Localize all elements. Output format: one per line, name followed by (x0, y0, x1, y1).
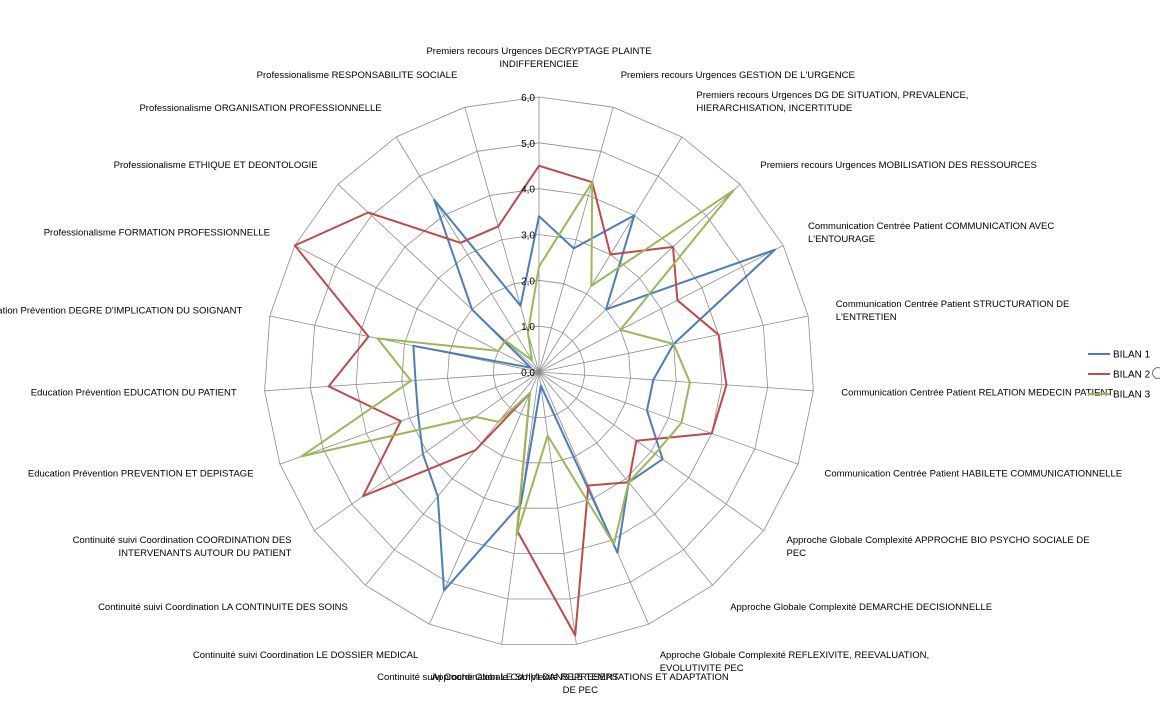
grid-spoke (395, 136, 540, 373)
grid-spoke (365, 371, 540, 586)
category-label: Approche Globale Complexité REFLEXIVITE,… (660, 650, 929, 674)
tick-label: 3,0 (521, 231, 535, 242)
grid-spoke (538, 371, 764, 531)
grid-ring (309, 142, 769, 600)
grid-spoke (538, 371, 814, 392)
grid-ring (264, 96, 814, 645)
category-label: Education Prévention PREVENTION ET DEPIS… (28, 469, 254, 480)
radar-category-labels: Premiers recours Urgences DECRYPTAGE PLA… (0, 46, 1122, 696)
radar-series (293, 164, 776, 637)
category-label: Approche Globale Complexité DEMARCHE DEC… (730, 602, 992, 613)
grid-spoke (464, 107, 540, 373)
tick-label: 1,0 (521, 322, 535, 333)
tick-label: 5,0 (521, 139, 535, 150)
category-label: Continuité suivi Coordination LA CONTINU… (98, 602, 348, 613)
series-line-bilan-2 (293, 164, 728, 637)
tick-label: 2,0 (521, 276, 535, 287)
category-label: Communication Centrée Patient RELATION M… (841, 388, 1113, 399)
grid-spoke (279, 371, 540, 465)
category-label: Continuité suivi Coordination LE DOSSIER… (193, 650, 418, 661)
legend-entry: BILAN 3 (1113, 390, 1151, 401)
grid-spoke (314, 371, 540, 531)
category-label: Premiers recours Urgences DG DE SITUATIO… (696, 90, 968, 114)
category-label: Approche Globale Complexité REPRESENTATI… (432, 672, 729, 696)
category-label: Continuité suivi Coordination COORDINATI… (73, 535, 292, 559)
category-label: Professionalisme ETHIQUE ET DEONTOLOGIE (114, 160, 318, 171)
category-label: Education Prévention DEGRE D'IMPLICATION… (0, 305, 242, 316)
category-label: Education Prévention EDUCATION DU PATIEN… (31, 388, 237, 399)
category-label: Professionalisme ORGANISATION PROFESSION… (139, 103, 381, 114)
category-label: Professionalisme FORMATION PROFESSIONNEL… (44, 228, 270, 239)
grid-spoke (538, 371, 577, 645)
legend-entry: BILAN 2 (1113, 370, 1151, 381)
grid-spoke (538, 371, 649, 625)
series-line-bilan-3 (300, 181, 735, 546)
category-label: Professionalisme RESPONSABILITE SOCIALE (257, 70, 458, 81)
category-label: Premiers recours Urgences MOBILISATION D… (760, 160, 1036, 171)
grid-spoke (429, 371, 540, 625)
grid-spoke (294, 245, 540, 373)
category-label: Communication Centrée Patient HABILETE C… (825, 469, 1123, 480)
category-label: Premiers recours Urgences GESTION DE L'U… (621, 70, 855, 81)
tick-label: 4,0 (521, 185, 535, 196)
grid-spoke (538, 184, 741, 373)
grid-spoke (538, 371, 713, 586)
grid-spoke (269, 315, 540, 373)
tick-label: 6,0 (521, 93, 535, 104)
series-line-bilan-1 (412, 198, 776, 592)
radar-grid (264, 96, 814, 645)
grid-spoke (538, 371, 799, 465)
category-label: Premiers recours Urgences DECRYPTAGE PLA… (426, 46, 651, 70)
resize-handle[interactable] (1152, 367, 1160, 379)
category-label: Communication Centrée Patient COMMUNICAT… (808, 221, 1054, 245)
category-label: Approche Globale Complexité APPROCHE BIO… (787, 535, 1090, 559)
legend-entry: BILAN 1 (1113, 350, 1151, 361)
grid-ring (355, 188, 723, 554)
grid-ring (401, 234, 677, 509)
category-label: Communication Centrée Patient STRUCTURAT… (836, 299, 1070, 323)
grid-spoke (538, 107, 614, 373)
grid-spoke (264, 371, 540, 392)
category-label: Continuité suivi Coordination LE SUIVI D… (377, 672, 618, 683)
grid-spoke (538, 245, 784, 373)
tick-label: 0,0 (521, 368, 535, 379)
radar-tick-labels: 0,0 1,0 2,0 3,0 4,0 5,0 6,0 (521, 93, 535, 379)
chart-legend: BILAN 1 BILAN 2 BILAN 3 (1088, 350, 1151, 401)
grid-spoke (501, 371, 540, 645)
